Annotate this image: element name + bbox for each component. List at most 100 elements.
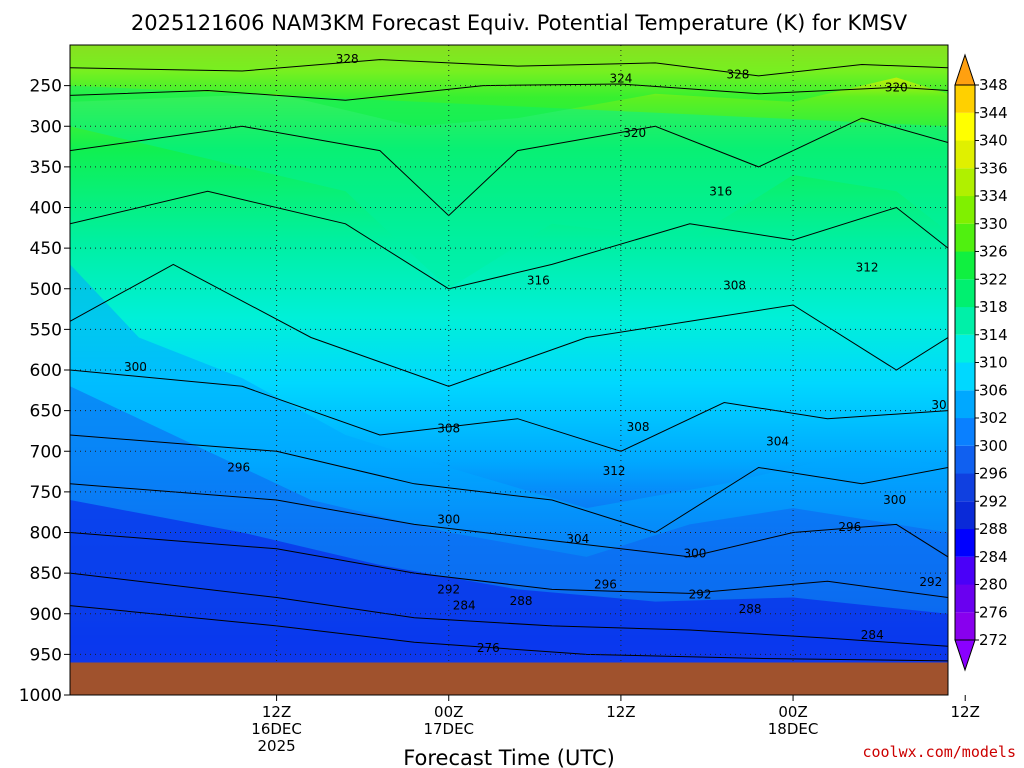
y-tick-label: 850 <box>30 564 62 584</box>
y-tick-label: 650 <box>30 402 62 422</box>
contour-label: 308 <box>437 422 460 436</box>
y-tick-label: 250 <box>30 77 62 97</box>
contour-label: 296 <box>838 520 861 534</box>
y-tick-label: 800 <box>30 524 62 544</box>
x-tick-label: 00Z <box>778 703 807 721</box>
colorbar-label: 334 <box>979 187 1008 205</box>
contour-label: 292 <box>437 582 460 596</box>
x-tick-label: 00Z <box>434 703 463 721</box>
contour-label: 284 <box>861 628 884 642</box>
y-tick-label: 550 <box>30 320 62 340</box>
colorbar-swatch <box>955 223 975 252</box>
colorbar-swatch <box>955 140 975 169</box>
colorbar-swatch <box>955 307 975 335</box>
theta-e-band <box>70 500 948 695</box>
contour-label: 324 <box>609 71 632 85</box>
colorbar-swatch <box>955 529 975 557</box>
x-tick-label: 18DEC <box>768 720 819 738</box>
contour-label: 308 <box>931 398 954 412</box>
x-tick-label: 17DEC <box>423 720 474 738</box>
colorbar-swatch <box>955 168 975 197</box>
ground-below-surface <box>70 662 948 695</box>
colorbar-swatch <box>955 334 975 363</box>
colorbar-top-arrow <box>954 53 976 86</box>
colorbar-swatch <box>955 501 975 530</box>
x-axis-label: Forecast Time (UTC) <box>403 746 615 768</box>
colorbar-swatch <box>955 251 975 280</box>
colorbar-label: 306 <box>979 381 1008 399</box>
contour-label: 300 <box>883 493 906 507</box>
y-axis: 250 300 350 400 450 500 550 600 650 700 750 800 850 9… <box>19 77 70 706</box>
contour-label: 316 <box>527 274 550 288</box>
x-tick-label: 2025 <box>257 737 295 755</box>
colorbar-swatch <box>955 584 975 613</box>
contour-label: 304 <box>766 435 789 449</box>
colorbar-label: 284 <box>979 548 1008 566</box>
colorbar-label: 314 <box>979 326 1008 344</box>
theta-e-band <box>70 85 948 289</box>
colorbar-label: 288 <box>979 520 1008 538</box>
colorbar-label: 292 <box>979 492 1008 510</box>
contour-line <box>70 532 948 598</box>
colorbar-label: 322 <box>979 270 1008 288</box>
contour-line <box>70 434 948 534</box>
y-tick-label: 300 <box>30 117 62 137</box>
contour-lines <box>70 59 948 662</box>
contour-label: 296 <box>594 578 617 592</box>
contour-label: 296 <box>227 461 250 475</box>
contour-label: 304 <box>566 532 589 546</box>
contour-label: 308 <box>627 420 650 434</box>
colorbar-label: 296 <box>979 465 1008 483</box>
y-tick-label: 500 <box>30 280 62 300</box>
contour-label: 312 <box>603 464 626 478</box>
contour-line <box>70 59 948 77</box>
colorbar-label: 318 <box>979 298 1008 316</box>
colorbar-label: 300 <box>979 437 1008 455</box>
x-tick-label: 16DEC <box>251 720 302 738</box>
y-tick-label: 750 <box>30 483 62 503</box>
colorbar-label: 276 <box>979 603 1008 621</box>
colorbar-swatch <box>955 279 975 308</box>
colorbar-label: 302 <box>979 409 1008 427</box>
colorbar: 272 276 280 284 288 292 296 300 302 306 310 314 318 3… <box>954 53 1008 672</box>
contour-line <box>70 572 948 647</box>
gridlines <box>70 45 948 695</box>
colorbar-swatch <box>955 85 975 113</box>
y-tick-label: 1000 <box>19 686 62 706</box>
colorbar-label: 340 <box>979 132 1008 150</box>
colorbar-swatch <box>955 473 975 502</box>
contour-label: 328 <box>727 67 750 81</box>
contour-line <box>70 263 948 387</box>
colorbar-label: 348 <box>979 76 1008 94</box>
colorbar-label: 330 <box>979 215 1008 233</box>
y-tick-label: 400 <box>30 199 62 219</box>
colorbar-swatch <box>955 556 975 585</box>
contour-line <box>70 369 948 452</box>
y-tick-label: 900 <box>30 605 62 625</box>
x-tick-label: 12Z <box>606 703 635 721</box>
contour-label: 284 <box>453 599 476 613</box>
contour-line <box>70 190 948 290</box>
colorbar-label: 336 <box>979 159 1008 177</box>
theta-e-bands <box>70 45 948 695</box>
x-tick-label: 12Z <box>951 703 980 721</box>
colorbar-swatch <box>955 362 975 391</box>
contour-labels: 328 328 324 320 320 316 316 312 308 300 308 308 308 3… <box>124 52 954 655</box>
y-tick-label: 700 <box>30 442 62 462</box>
contour-line <box>70 605 948 662</box>
contour-label: 292 <box>919 575 942 589</box>
contour-line <box>70 483 948 558</box>
contour-label: 288 <box>510 594 533 608</box>
y-tick-label: 950 <box>30 645 62 665</box>
colorbar-label: 326 <box>979 243 1008 261</box>
chart-title: 2025121606 NAM3KM Forecast Equiv. Potent… <box>131 11 908 35</box>
contour-label: 292 <box>689 587 712 601</box>
colorbar-swatch <box>955 196 975 224</box>
colorbar-swatch <box>955 390 975 419</box>
contour-label: 320 <box>623 126 646 140</box>
colorbar-swatch <box>955 445 975 474</box>
contour-label: 288 <box>739 602 762 616</box>
contour-label: 328 <box>336 52 359 66</box>
contour-label: 276 <box>477 641 500 655</box>
